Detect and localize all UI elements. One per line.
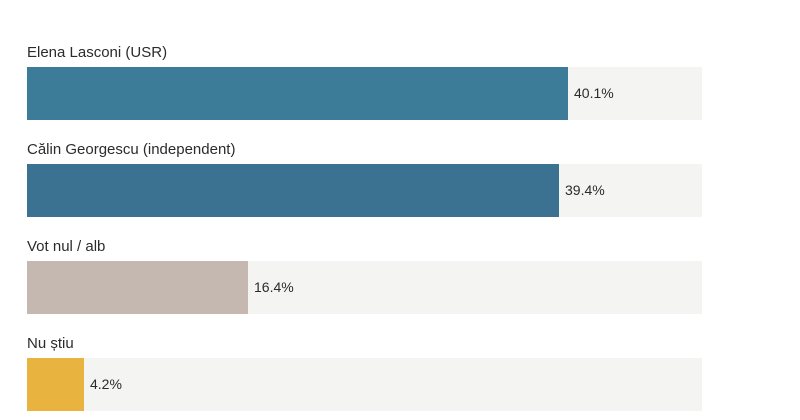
bar-track: 39.4% xyxy=(27,164,702,217)
bar-track: 16.4% xyxy=(27,261,702,314)
bar-track: 40.1% xyxy=(27,67,702,120)
category-label: Vot nul / alb xyxy=(27,238,106,255)
bar xyxy=(27,164,559,217)
category-label: Călin Georgescu (independent) xyxy=(27,141,236,158)
category-label: Nu știu xyxy=(27,335,74,352)
value-label: 39.4% xyxy=(565,182,605,198)
bar-row: Nu știu 4.2% xyxy=(27,291,702,411)
value-label: 4.2% xyxy=(90,376,122,392)
bar-row: Vot nul / alb 16.4% xyxy=(27,194,702,314)
bar-track: 4.2% xyxy=(27,358,702,411)
category-label: Elena Lasconi (USR) xyxy=(27,44,168,61)
value-label: 16.4% xyxy=(254,279,294,295)
bar-row: Elena Lasconi (USR) 40.1% xyxy=(27,0,702,120)
bar xyxy=(27,358,84,411)
bar-chart: Elena Lasconi (USR) 40.1% Călin Georgescu … xyxy=(27,0,702,420)
bar-row: Călin Georgescu (independent) 39.4% xyxy=(27,97,702,217)
bar xyxy=(27,67,568,120)
bar xyxy=(27,261,248,314)
value-label: 40.1% xyxy=(574,85,614,101)
